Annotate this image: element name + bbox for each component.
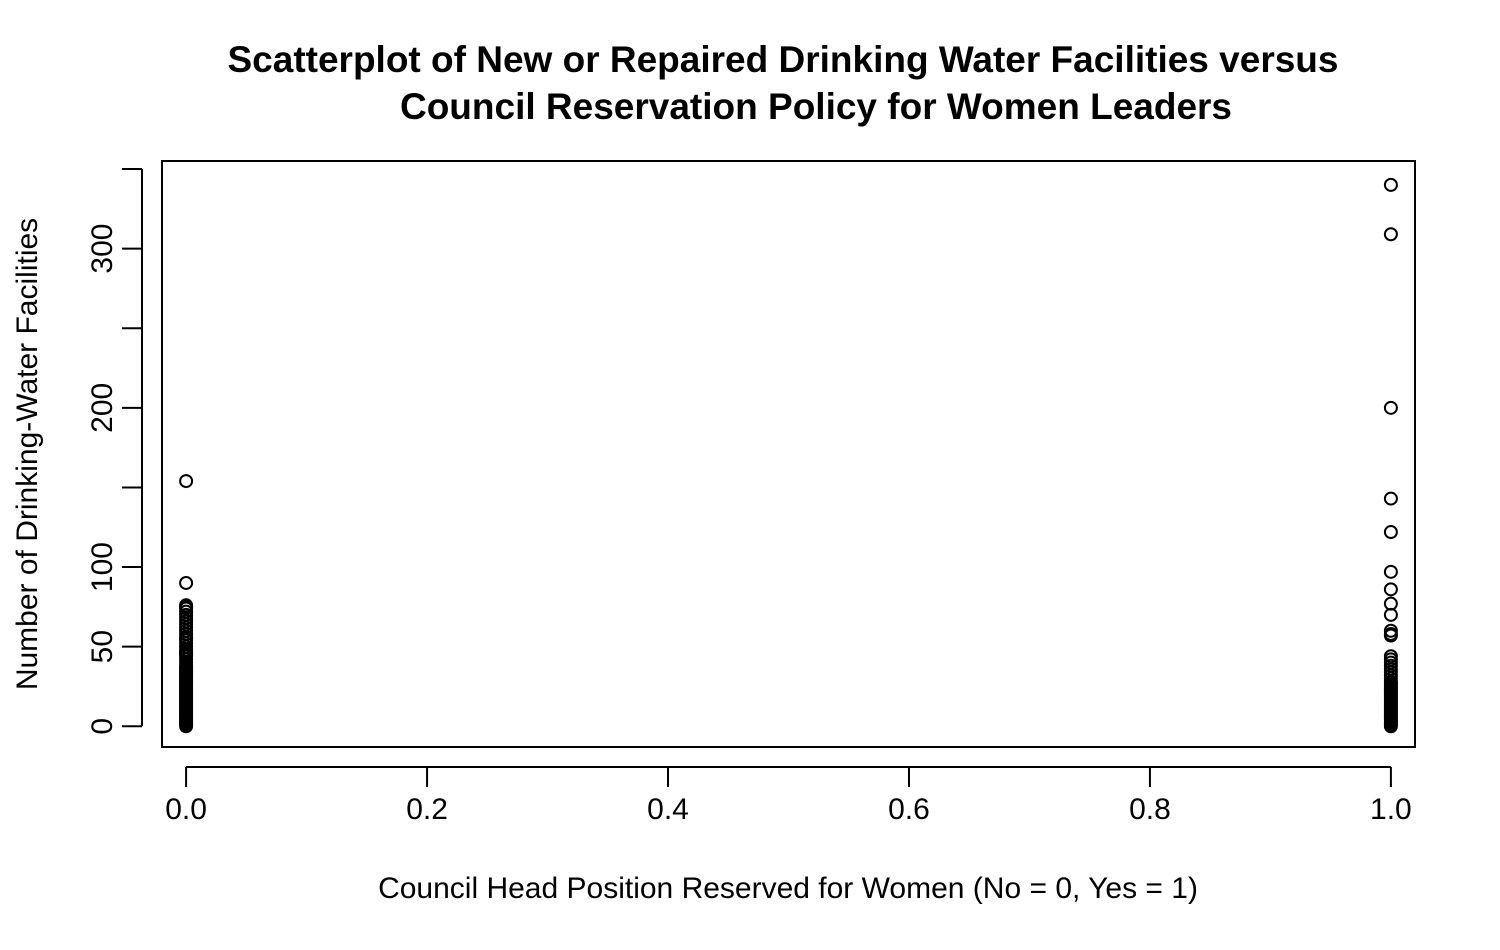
y-tick-label: 100: [86, 542, 119, 592]
y-tick-label: 50: [86, 630, 119, 663]
data-point: [1383, 649, 1398, 664]
y-tick-label: 300: [86, 224, 119, 274]
x-tick-label: 1.0: [1370, 793, 1412, 826]
plot-frame: [161, 160, 1416, 748]
data-point: [1383, 623, 1398, 638]
data-point: [1383, 582, 1398, 597]
data-point: [1383, 491, 1398, 506]
x-tick-label: 0.6: [888, 793, 930, 826]
data-point: [1383, 177, 1398, 192]
x-axis-label: Council Head Position Reserved for Women…: [378, 872, 1198, 905]
x-tick-label: 0.0: [165, 793, 207, 826]
x-tick-label: 0.8: [1129, 793, 1171, 826]
data-point: [1383, 564, 1398, 579]
data-point: [179, 598, 194, 613]
y-axis: 0 50 100 200 300: [86, 167, 143, 735]
y-axis-label: Number of Drinking-Water Facilities: [11, 218, 44, 690]
data-point: [1383, 227, 1398, 242]
x-tick-label: 0.2: [406, 793, 448, 826]
y-tick-label: 0: [86, 718, 119, 735]
data-point: [179, 575, 194, 590]
data-point: [1383, 400, 1398, 415]
chart-title-line-1: Scatterplot of New or Repaired Drinking …: [228, 39, 1339, 80]
data-point: [1383, 525, 1398, 540]
chart-title-line-2: Council Reservation Policy for Women Lea…: [400, 86, 1232, 127]
data-point: [1383, 596, 1398, 611]
data-points: [179, 177, 1398, 734]
data-point: [179, 474, 194, 489]
x-tick-label: 0.4: [647, 793, 689, 826]
y-tick-label: 200: [86, 383, 119, 433]
x-axis: 0.0 0.2 0.4 0.6 0.8 1.0: [165, 766, 1412, 826]
